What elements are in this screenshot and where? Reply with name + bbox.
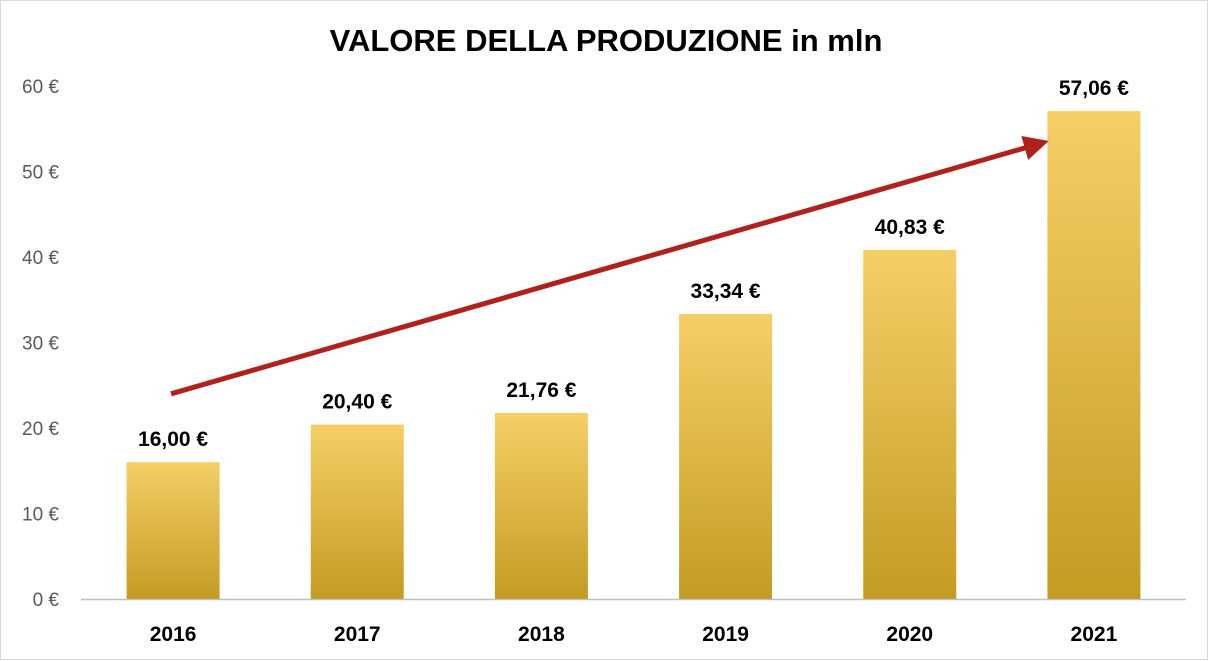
trend-arrow-group [170, 135, 1049, 397]
bars [126, 111, 1141, 600]
y-tick-label: 40 € [22, 248, 59, 269]
bar-2020 [863, 249, 957, 599]
bar-2018 [494, 412, 588, 599]
trend-arrow [170, 135, 1049, 397]
y-tick-label: 20 € [22, 419, 59, 440]
data-label: 40,83 € [875, 216, 945, 239]
x-tick-label: 2021 [1071, 623, 1118, 646]
data-label: 16,00 € [138, 428, 208, 451]
y-tick-label: 50 € [22, 163, 59, 184]
data-label: 21,76 € [506, 379, 576, 402]
bar-2019 [679, 313, 773, 599]
x-axis: 2016 2017 2018 2019 2020 2021 [81, 598, 1186, 646]
y-tick-label: 30 € [22, 334, 59, 355]
bar-2017 [310, 424, 404, 599]
x-tick-label: 2019 [702, 623, 749, 646]
x-tick-label: 2017 [334, 623, 381, 646]
bar-2016 [126, 462, 220, 599]
bar-2021 [1047, 111, 1141, 600]
x-tick-label: 2016 [150, 623, 197, 646]
x-tick-label: 2018 [518, 623, 565, 646]
y-tick-label: 0 € [33, 590, 60, 611]
y-tick-label: 10 € [22, 505, 59, 526]
data-label: 33,34 € [691, 280, 761, 303]
y-axis: 0 € 10 € 20 € 30 € 40 € 50 € 60 € [22, 77, 59, 611]
chart-title: VALORE DELLA PRODUZIONE in mln [330, 23, 883, 58]
data-labels: 16,00 € 20,40 € 21,76 € 33,34 € 40,83 € 57,06… [138, 77, 1129, 451]
x-tick-label: 2020 [886, 623, 933, 646]
y-tick-label: 60 € [22, 77, 59, 98]
data-label: 57,06 € [1059, 77, 1129, 100]
data-label: 20,40 € [322, 391, 392, 414]
